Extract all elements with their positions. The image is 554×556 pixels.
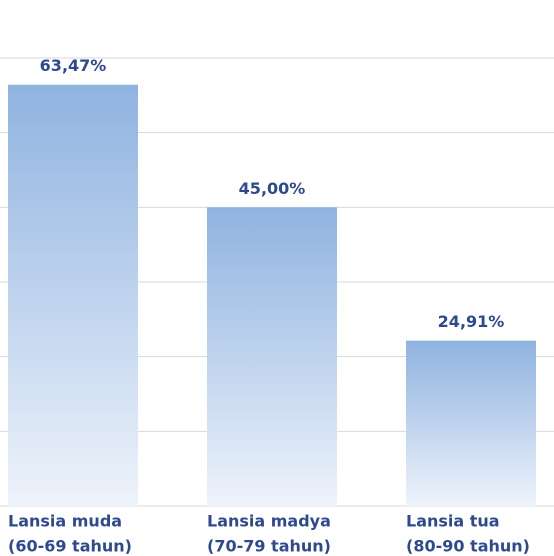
x-tick-label: Lansia madya [207, 512, 331, 531]
value-label: 24,91% [438, 312, 505, 331]
bar [8, 84, 138, 507]
x-tick-label: (70-79 tahun) [207, 537, 331, 556]
x-tick-label: (80-90 tahun) [406, 537, 530, 556]
bar [207, 207, 337, 507]
bar [406, 340, 536, 506]
value-label: 63,47% [40, 56, 107, 75]
x-tick-label: Lansia tua [406, 512, 500, 531]
x-tick-label: Lansia muda [8, 512, 122, 531]
value-label: 45,00% [239, 179, 306, 198]
x-tick-label: (60-69 tahun) [8, 537, 132, 556]
